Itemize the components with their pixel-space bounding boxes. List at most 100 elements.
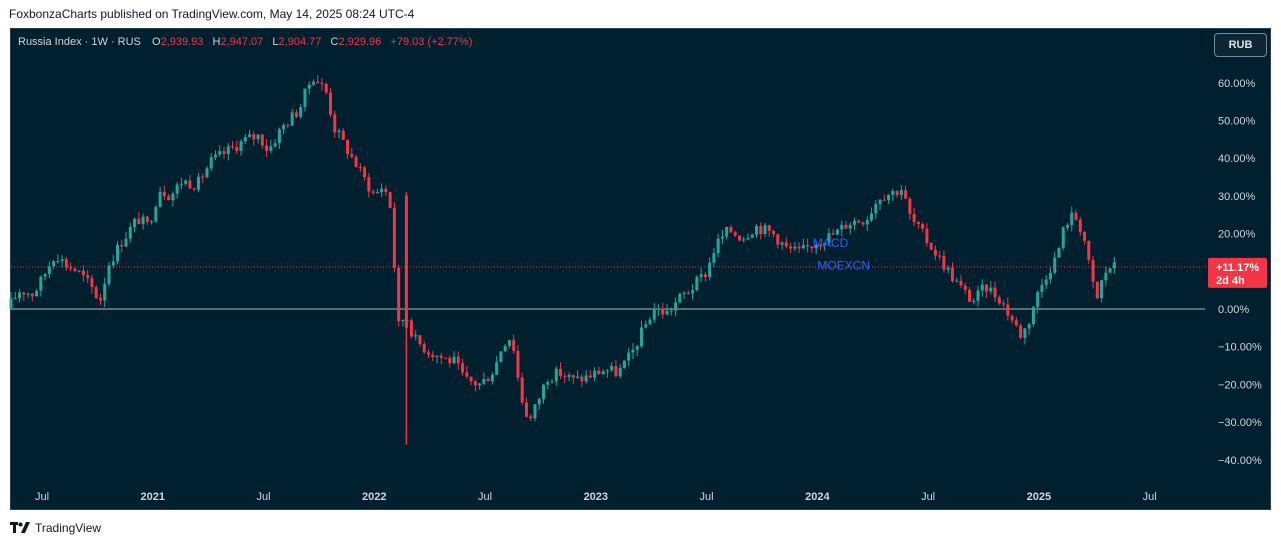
candle-body bbox=[188, 180, 192, 189]
candle-body bbox=[737, 235, 741, 241]
x-tick-label: Jul bbox=[700, 491, 714, 503]
candle-body bbox=[516, 351, 520, 378]
candle-body bbox=[128, 227, 132, 239]
candle-body bbox=[226, 146, 230, 155]
candle-body bbox=[47, 266, 51, 275]
candle-body bbox=[567, 375, 571, 377]
candle-body bbox=[678, 293, 682, 303]
candle-body bbox=[559, 368, 563, 376]
candle-body bbox=[1057, 248, 1061, 258]
candle-body bbox=[158, 191, 162, 207]
candle-body bbox=[661, 308, 665, 315]
candle-body bbox=[162, 191, 166, 197]
candle-body bbox=[282, 125, 286, 130]
candle-body bbox=[341, 130, 345, 140]
candle-body bbox=[789, 246, 793, 249]
open-label: O bbox=[152, 36, 161, 48]
candle-body bbox=[763, 225, 767, 234]
candle-body bbox=[499, 351, 503, 362]
candle-body bbox=[614, 366, 618, 377]
candle-body bbox=[716, 238, 720, 254]
chart-area[interactable] bbox=[10, 28, 1271, 510]
candle-body bbox=[840, 224, 844, 230]
candle-body bbox=[346, 139, 350, 155]
candle-body bbox=[605, 370, 609, 372]
tradingview-logo-icon bbox=[10, 522, 30, 533]
publisher-info: FoxbonzaCharts published on TradingView.… bbox=[9, 7, 415, 21]
candle-body bbox=[1048, 272, 1052, 280]
candle-body bbox=[209, 157, 213, 169]
candle-body bbox=[878, 199, 882, 205]
candle-body bbox=[601, 371, 605, 375]
candle-body bbox=[686, 292, 690, 294]
x-tick-label: Jul bbox=[257, 491, 271, 503]
y-tick-label: 40.00% bbox=[1218, 153, 1256, 165]
candle-body bbox=[239, 141, 243, 151]
candle-body bbox=[388, 192, 392, 208]
candle-body bbox=[797, 246, 801, 249]
candle-body bbox=[456, 356, 460, 364]
candle-body bbox=[307, 84, 311, 89]
candle-body bbox=[1040, 284, 1044, 293]
candle-body bbox=[631, 349, 635, 353]
candle-body bbox=[806, 244, 810, 247]
candle-body bbox=[520, 377, 524, 403]
candle-body bbox=[111, 261, 115, 266]
candle-body bbox=[652, 309, 656, 320]
candle-body bbox=[311, 81, 315, 85]
x-tick-label: Jul bbox=[1143, 491, 1157, 503]
candle-body bbox=[610, 366, 614, 371]
candle-body bbox=[461, 363, 465, 373]
candle-body bbox=[252, 134, 256, 140]
candle-body bbox=[1002, 303, 1006, 305]
candle-body bbox=[1087, 240, 1091, 260]
candle-body bbox=[746, 237, 750, 240]
x-tick-label: 2024 bbox=[805, 491, 830, 503]
candle-body bbox=[235, 146, 239, 151]
symbol-legend[interactable]: Russia Index · 1W · RUS O2,939.93 H2,947… bbox=[18, 36, 472, 48]
candle-body bbox=[39, 276, 43, 291]
candle-body bbox=[1010, 315, 1014, 321]
high-label: H bbox=[212, 36, 221, 48]
candle-body bbox=[703, 274, 707, 277]
y-tick-label: −30.00% bbox=[1218, 417, 1262, 429]
candle-body bbox=[512, 340, 516, 352]
candle-body bbox=[593, 370, 597, 378]
candle-body bbox=[929, 242, 933, 250]
candle-body bbox=[742, 239, 746, 241]
candle-body bbox=[133, 218, 137, 228]
candle-body bbox=[870, 213, 874, 221]
candle-body bbox=[1083, 231, 1087, 241]
candle-body bbox=[968, 289, 972, 302]
candle-body bbox=[358, 166, 362, 168]
y-tick-label: −40.00% bbox=[1218, 455, 1262, 467]
candle-body bbox=[329, 92, 333, 115]
currency-button[interactable]: RUB bbox=[1214, 33, 1267, 57]
candle-body bbox=[891, 191, 895, 195]
candle-body bbox=[482, 379, 486, 384]
candle-body bbox=[729, 227, 733, 233]
candle-body bbox=[175, 184, 179, 194]
candle-body bbox=[145, 216, 149, 222]
candle-body bbox=[989, 287, 993, 292]
candle-body bbox=[265, 145, 269, 151]
indicator-label: MOEXCN bbox=[817, 258, 870, 272]
candle-body bbox=[861, 222, 865, 225]
candle-body bbox=[997, 297, 1001, 304]
candle-body bbox=[882, 199, 886, 201]
x-tick-label: 2025 bbox=[1027, 491, 1051, 503]
candle-body bbox=[384, 188, 388, 193]
candle-body bbox=[904, 190, 908, 199]
candle-body bbox=[669, 310, 673, 312]
tradingview-logo[interactable]: TradingView bbox=[10, 521, 101, 535]
candle-body bbox=[908, 198, 912, 215]
candle-body bbox=[1074, 212, 1078, 220]
candle-body bbox=[320, 83, 324, 85]
y-tick-label: 30.00% bbox=[1218, 191, 1256, 203]
candle-body bbox=[137, 218, 141, 225]
y-tick-label: 0.00% bbox=[1218, 304, 1249, 316]
candle-body bbox=[1027, 324, 1031, 329]
candle-body bbox=[77, 270, 81, 272]
candle-body bbox=[52, 261, 56, 267]
